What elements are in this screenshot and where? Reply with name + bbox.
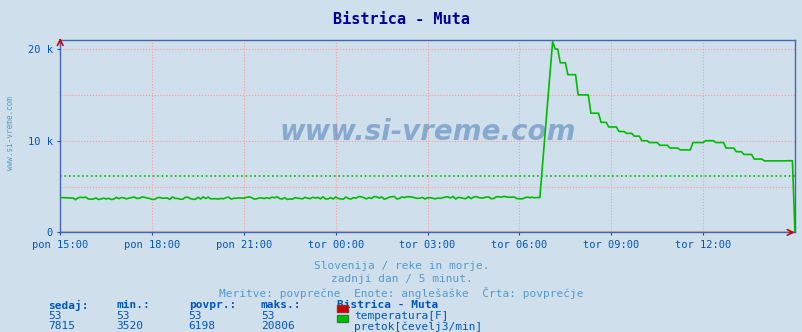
Text: Bistrica - Muta: Bistrica - Muta bbox=[333, 12, 469, 27]
Text: www.si-vreme.com: www.si-vreme.com bbox=[6, 96, 15, 170]
Text: min.:: min.: bbox=[116, 300, 150, 310]
Text: 53: 53 bbox=[48, 311, 62, 321]
Text: pretok[čevelj3/min]: pretok[čevelj3/min] bbox=[354, 321, 482, 332]
Text: 6198: 6198 bbox=[188, 321, 216, 331]
Text: sedaj:: sedaj: bbox=[48, 300, 88, 311]
Text: maks.:: maks.: bbox=[261, 300, 301, 310]
Text: Meritve: povprečne  Enote: anglešaške  Črta: povprečje: Meritve: povprečne Enote: anglešaške Črt… bbox=[219, 287, 583, 299]
Text: povpr.:: povpr.: bbox=[188, 300, 236, 310]
Text: temperatura[F]: temperatura[F] bbox=[354, 311, 448, 321]
Text: 53: 53 bbox=[261, 311, 274, 321]
Text: 53: 53 bbox=[188, 311, 202, 321]
Text: 20806: 20806 bbox=[261, 321, 294, 331]
Text: 53: 53 bbox=[116, 311, 130, 321]
Text: www.si-vreme.com: www.si-vreme.com bbox=[279, 118, 575, 146]
Text: zadnji dan / 5 minut.: zadnji dan / 5 minut. bbox=[330, 274, 472, 284]
Text: 3520: 3520 bbox=[116, 321, 144, 331]
Text: Slovenija / reke in morje.: Slovenija / reke in morje. bbox=[314, 261, 488, 271]
Text: 7815: 7815 bbox=[48, 321, 75, 331]
Text: Bistrica - Muta: Bistrica - Muta bbox=[337, 300, 438, 310]
